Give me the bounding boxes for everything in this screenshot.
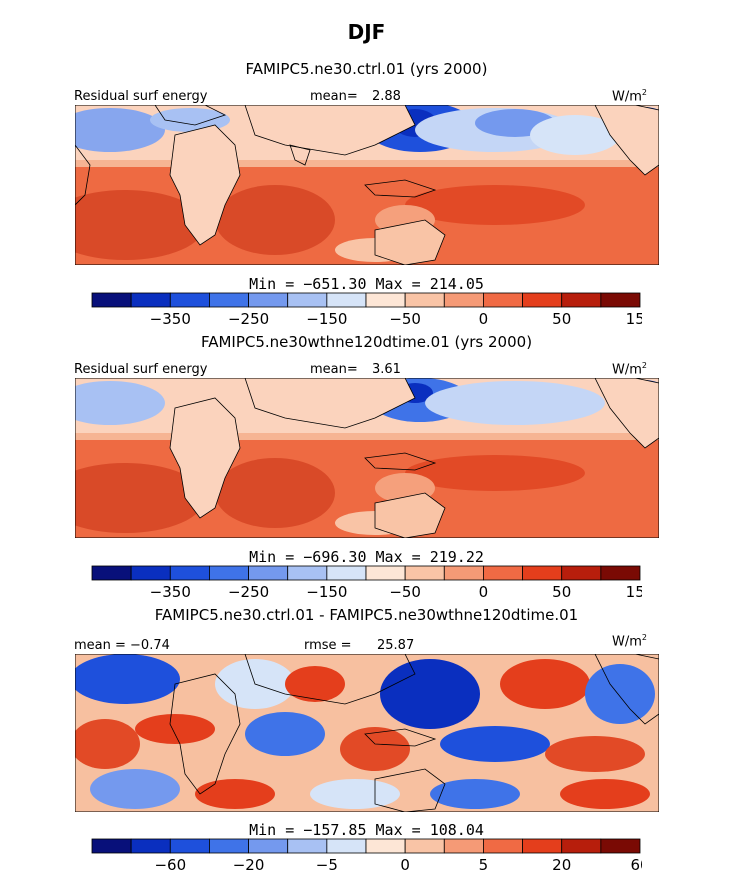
colorbar-swatch <box>169 838 210 854</box>
colorbar-swatch <box>404 838 445 854</box>
colorbar-swatch <box>561 838 602 854</box>
panel-1-subtitle: FAMIPC5.ne30.ctrl.01 (yrs 2000) <box>245 60 488 78</box>
colorbar-swatch <box>404 565 445 581</box>
panel-1-mean-value: 2.88 <box>372 89 401 104</box>
panel-3-colorbar: −60 −20 −5 0 5 20 60 <box>91 838 642 874</box>
colorbar-swatch <box>600 838 641 854</box>
colorbar-swatch <box>483 565 523 581</box>
colorbar-swatch <box>443 292 484 308</box>
colorbar-tick-label: 0 <box>479 583 489 601</box>
map-australia <box>374 219 446 265</box>
map-africa <box>169 124 241 246</box>
colorbar-tick-label: 50 <box>552 310 571 328</box>
panel-3-rmse-label: rmse = <box>304 638 352 653</box>
colorbar-swatch <box>404 292 445 308</box>
colorbar-swatch <box>326 565 367 581</box>
panel-1-mean-label: mean= <box>310 89 358 104</box>
colorbar-swatch <box>130 292 171 308</box>
colorbar-swatch <box>287 292 328 308</box>
panel-2-mean-value: 3.61 <box>372 362 401 377</box>
panel-1-unit-label: W/m2 <box>612 88 647 105</box>
colorbar-tick-label: 5 <box>479 856 489 874</box>
colorbar-swatch <box>91 838 132 854</box>
colorbar-tick-label: −20 <box>233 856 265 874</box>
panel-3-mean-label: mean = −0.74 <box>74 638 170 653</box>
colorbar-tick-label: 20 <box>552 856 571 874</box>
colorbar-swatch <box>561 292 602 308</box>
colorbar-swatch <box>169 292 210 308</box>
colorbar-tick-label: 60 <box>630 856 642 874</box>
colorbar-swatch <box>443 565 484 581</box>
panel-2-map <box>75 378 659 538</box>
colorbar-swatch <box>130 565 171 581</box>
panel-2-variable-label: Residual surf energy <box>74 362 208 377</box>
colorbar-tick-label: −150 <box>306 583 347 601</box>
colorbar-tick-label: −350 <box>150 310 191 328</box>
colorbar-tick-label: 150 <box>626 583 642 601</box>
colorbar-tick-label: −60 <box>154 856 186 874</box>
colorbar-swatch <box>365 292 406 308</box>
colorbar-swatch <box>483 292 523 308</box>
colorbar-swatch <box>326 292 367 308</box>
colorbar-swatch <box>91 292 132 308</box>
colorbar-swatch <box>600 565 641 581</box>
colorbar-swatch <box>248 292 289 308</box>
panel-2-min-max: Min = −696.30 Max = 219.22 <box>249 548 484 566</box>
panel-3-map <box>75 654 659 812</box>
colorbar-swatch <box>209 565 249 581</box>
panel-1-map <box>75 105 659 265</box>
panel-3-min-max: Min = −157.85 Max = 108.04 <box>249 821 484 839</box>
colorbar-swatch <box>248 838 289 854</box>
colorbar-swatch <box>209 838 249 854</box>
colorbar-swatch <box>209 292 249 308</box>
colorbar-swatch <box>365 838 406 854</box>
panel-2-subtitle: FAMIPC5.ne30wthne120dtime.01 (yrs 2000) <box>200 333 533 351</box>
panel-3-unit-label: W/m2 <box>612 633 647 650</box>
colorbar-tick-label: −150 <box>306 310 347 328</box>
colorbar-swatch <box>522 565 563 581</box>
figure-title: DJF <box>347 20 386 44</box>
map-asia <box>244 105 416 156</box>
colorbar-tick-label: 0 <box>479 310 489 328</box>
colorbar-tick-label: 50 <box>552 583 571 601</box>
colorbar-tick-label: −50 <box>389 310 421 328</box>
panel-1-colorbar: −350 −250 −150 −50 0 50 150 <box>91 292 642 328</box>
panel-2-colorbar: −350 −250 −150 −50 0 50 150 <box>91 565 642 601</box>
colorbar-tick-label: 150 <box>626 310 642 328</box>
colorbar-tick-label: −5 <box>316 856 338 874</box>
colorbar-swatch <box>130 838 171 854</box>
colorbar-swatch <box>287 565 328 581</box>
map-americas <box>594 105 659 176</box>
colorbar-tick-label: −250 <box>228 583 269 601</box>
panel-2-unit-label: W/m2 <box>612 361 647 378</box>
colorbar-swatch <box>365 565 406 581</box>
colorbar-swatch <box>326 838 367 854</box>
colorbar-swatch <box>287 838 328 854</box>
panel-2-mean-label: mean= <box>310 362 358 377</box>
colorbar-tick-label: −50 <box>389 583 421 601</box>
panel-1-min-max: Min = −651.30 Max = 214.05 <box>249 275 484 293</box>
panel-3-rmse-value: 25.87 <box>377 638 415 653</box>
colorbar-tick-label: −350 <box>150 583 191 601</box>
colorbar-swatch <box>483 838 523 854</box>
colorbar-swatch <box>561 565 602 581</box>
panel-1-variable-label: Residual surf energy <box>74 89 208 104</box>
colorbar-tick-label: −250 <box>228 310 269 328</box>
colorbar-swatch <box>248 565 289 581</box>
colorbar-swatch <box>600 292 641 308</box>
panel-3-subtitle: FAMIPC5.ne30.ctrl.01 - FAMIPC5.ne30wthne… <box>154 606 579 624</box>
colorbar-swatch <box>169 565 210 581</box>
colorbar-tick-label: 0 <box>400 856 410 874</box>
colorbar-swatch <box>443 838 484 854</box>
colorbar-swatch <box>522 838 563 854</box>
colorbar-swatch <box>522 292 563 308</box>
colorbar-swatch <box>91 565 132 581</box>
